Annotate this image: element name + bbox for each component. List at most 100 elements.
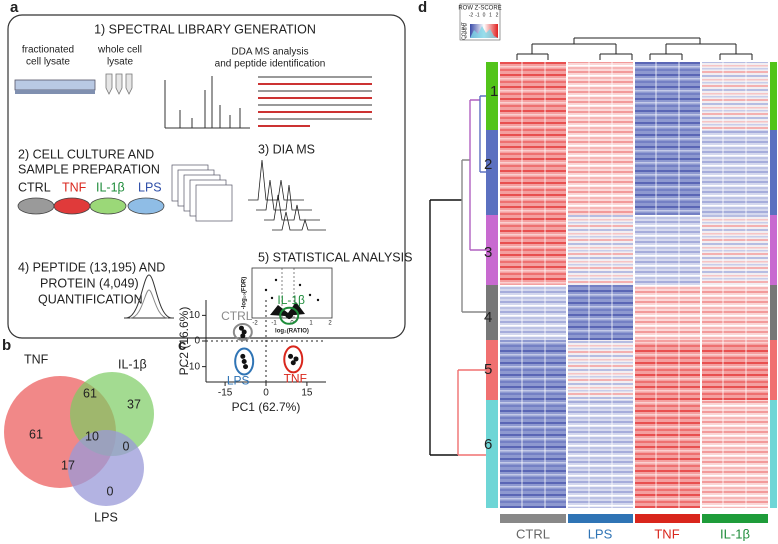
count-tick: 0 <box>465 34 468 39</box>
venn-count: 17 <box>61 458 75 472</box>
volcano-illustration <box>251 267 333 319</box>
volcano-tick: 2 <box>328 321 332 327</box>
x-tick-label: 0 <box>263 388 269 399</box>
dia-peaks-illustration <box>248 159 326 231</box>
panel-label: b <box>2 337 11 354</box>
venn-set-label: IL-1β <box>118 357 147 371</box>
ms-spectrum-illustration <box>164 76 250 129</box>
color-key-tick: 1 <box>489 12 492 18</box>
step-label: DDA MS analysis <box>231 47 308 58</box>
volcano-ylabel: -log₁₀(FDR) <box>242 277 248 310</box>
cluster-bars <box>486 62 777 508</box>
step-label: fractionated <box>22 45 74 56</box>
count-tick: 15 <box>463 22 468 27</box>
dia-frames-illustration <box>171 164 233 222</box>
point <box>240 353 246 359</box>
color-key-tick: -2 <box>469 12 474 18</box>
point <box>243 364 249 370</box>
venn-count: 10 <box>85 429 99 443</box>
venn-set-label: LPS <box>94 510 118 524</box>
group-ellipse <box>234 347 255 376</box>
series-label: LPS <box>227 374 250 388</box>
point <box>238 325 244 331</box>
group-label: TNF <box>654 526 679 541</box>
group-ellipse <box>283 345 304 374</box>
x-tick-label: -15 <box>218 388 233 399</box>
volcano-tick: -1 <box>271 321 277 327</box>
pca-chart: -15 0 15 -10 0 10 PC1 (62.7%) PC2 (16.6%) CTRL IL… <box>177 293 326 414</box>
cluster-label: 3 <box>484 244 492 261</box>
step-title: 5) STATISTICAL ANALYSIS <box>258 250 412 264</box>
cluster-label: 1 <box>490 83 498 100</box>
point <box>241 329 247 335</box>
step-label: cell lysate <box>26 57 70 68</box>
venn-count: 61 <box>83 386 97 400</box>
step-label: whole cell <box>97 45 142 56</box>
panel-label: a <box>10 0 19 16</box>
condition-label: IL-1β <box>96 180 125 194</box>
point <box>286 314 292 320</box>
cluster-label: 5 <box>484 361 492 378</box>
count-tick: 10 <box>463 26 468 31</box>
count-tick: 5 <box>465 30 468 35</box>
point <box>293 356 299 362</box>
color-key-count: COUNT <box>461 22 467 40</box>
condition-label: LPS <box>138 180 162 194</box>
step-title: PROTEIN (4,049) <box>40 276 139 290</box>
volcano-tick: 1 <box>309 321 313 327</box>
step-title: 3) DIA MS <box>258 142 315 156</box>
peptide-list-illustration <box>258 76 372 127</box>
group-label: IL-1β <box>720 526 750 541</box>
heatmap <box>500 62 768 508</box>
tube-illustration <box>105 73 133 95</box>
top-dendrogram <box>516 37 753 60</box>
venn-count: 61 <box>29 427 43 441</box>
point <box>241 359 247 364</box>
gel-illustration <box>14 79 96 94</box>
venn <box>4 372 154 506</box>
venn-count: 0 <box>107 484 114 498</box>
group-ellipse <box>279 306 300 325</box>
step-title: QUANTIFICATION <box>38 292 143 306</box>
condition-label: TNF <box>62 180 87 194</box>
series-label: CTRL <box>221 309 253 323</box>
cluster-label: 2 <box>484 156 492 173</box>
color-key-tick: -1 <box>475 12 480 18</box>
step-label: and peptide identification <box>215 59 326 70</box>
step-title: 1) SPECTRAL LIBRARY GENERATION <box>94 22 316 36</box>
venn-count: 0 <box>123 439 130 453</box>
venn-count: 37 <box>127 397 141 411</box>
left-dendrogram <box>429 95 486 456</box>
x-tick-label: 15 <box>301 388 313 399</box>
color-key-tick: 0 <box>483 12 486 18</box>
y-tick-label: 0 <box>194 336 200 347</box>
step-title: SAMPLE PREPARATION <box>18 162 160 176</box>
color-key-tick: 2 <box>496 12 499 18</box>
dish-illustration <box>17 197 165 215</box>
point <box>240 333 246 339</box>
cluster-label: 6 <box>484 436 492 453</box>
color-key-title: ROW Z-SCORE <box>458 6 501 12</box>
panel-label: c <box>178 337 186 354</box>
condition-label: CTRL <box>18 180 51 194</box>
series-label: TNF <box>284 372 307 386</box>
series-label: IL-1β <box>277 293 305 307</box>
step-title: 4) PEPTIDE (13,195) AND <box>18 260 165 274</box>
volcano-xlabel: log₂(RATIO) <box>275 329 309 335</box>
venn-set-label: TNF <box>24 352 49 366</box>
group-label: CTRL <box>516 526 550 541</box>
group-label: LPS <box>588 526 613 541</box>
point <box>290 360 296 366</box>
step-title: 2) CELL CULTURE AND <box>18 147 154 161</box>
group-ellipse <box>232 323 253 342</box>
cluster-label: 4 <box>484 309 492 326</box>
y-tick-label: -10 <box>186 361 201 372</box>
x-axis-title: PC1 (62.7%) <box>232 400 301 414</box>
y-tick-label: 10 <box>189 310 201 321</box>
y-axis-title: PC2 (16.6%) <box>177 307 191 376</box>
step-label: lysate <box>107 57 134 68</box>
group-bars <box>500 514 768 523</box>
volcano-tick: -2 <box>252 321 258 327</box>
point <box>288 353 294 359</box>
